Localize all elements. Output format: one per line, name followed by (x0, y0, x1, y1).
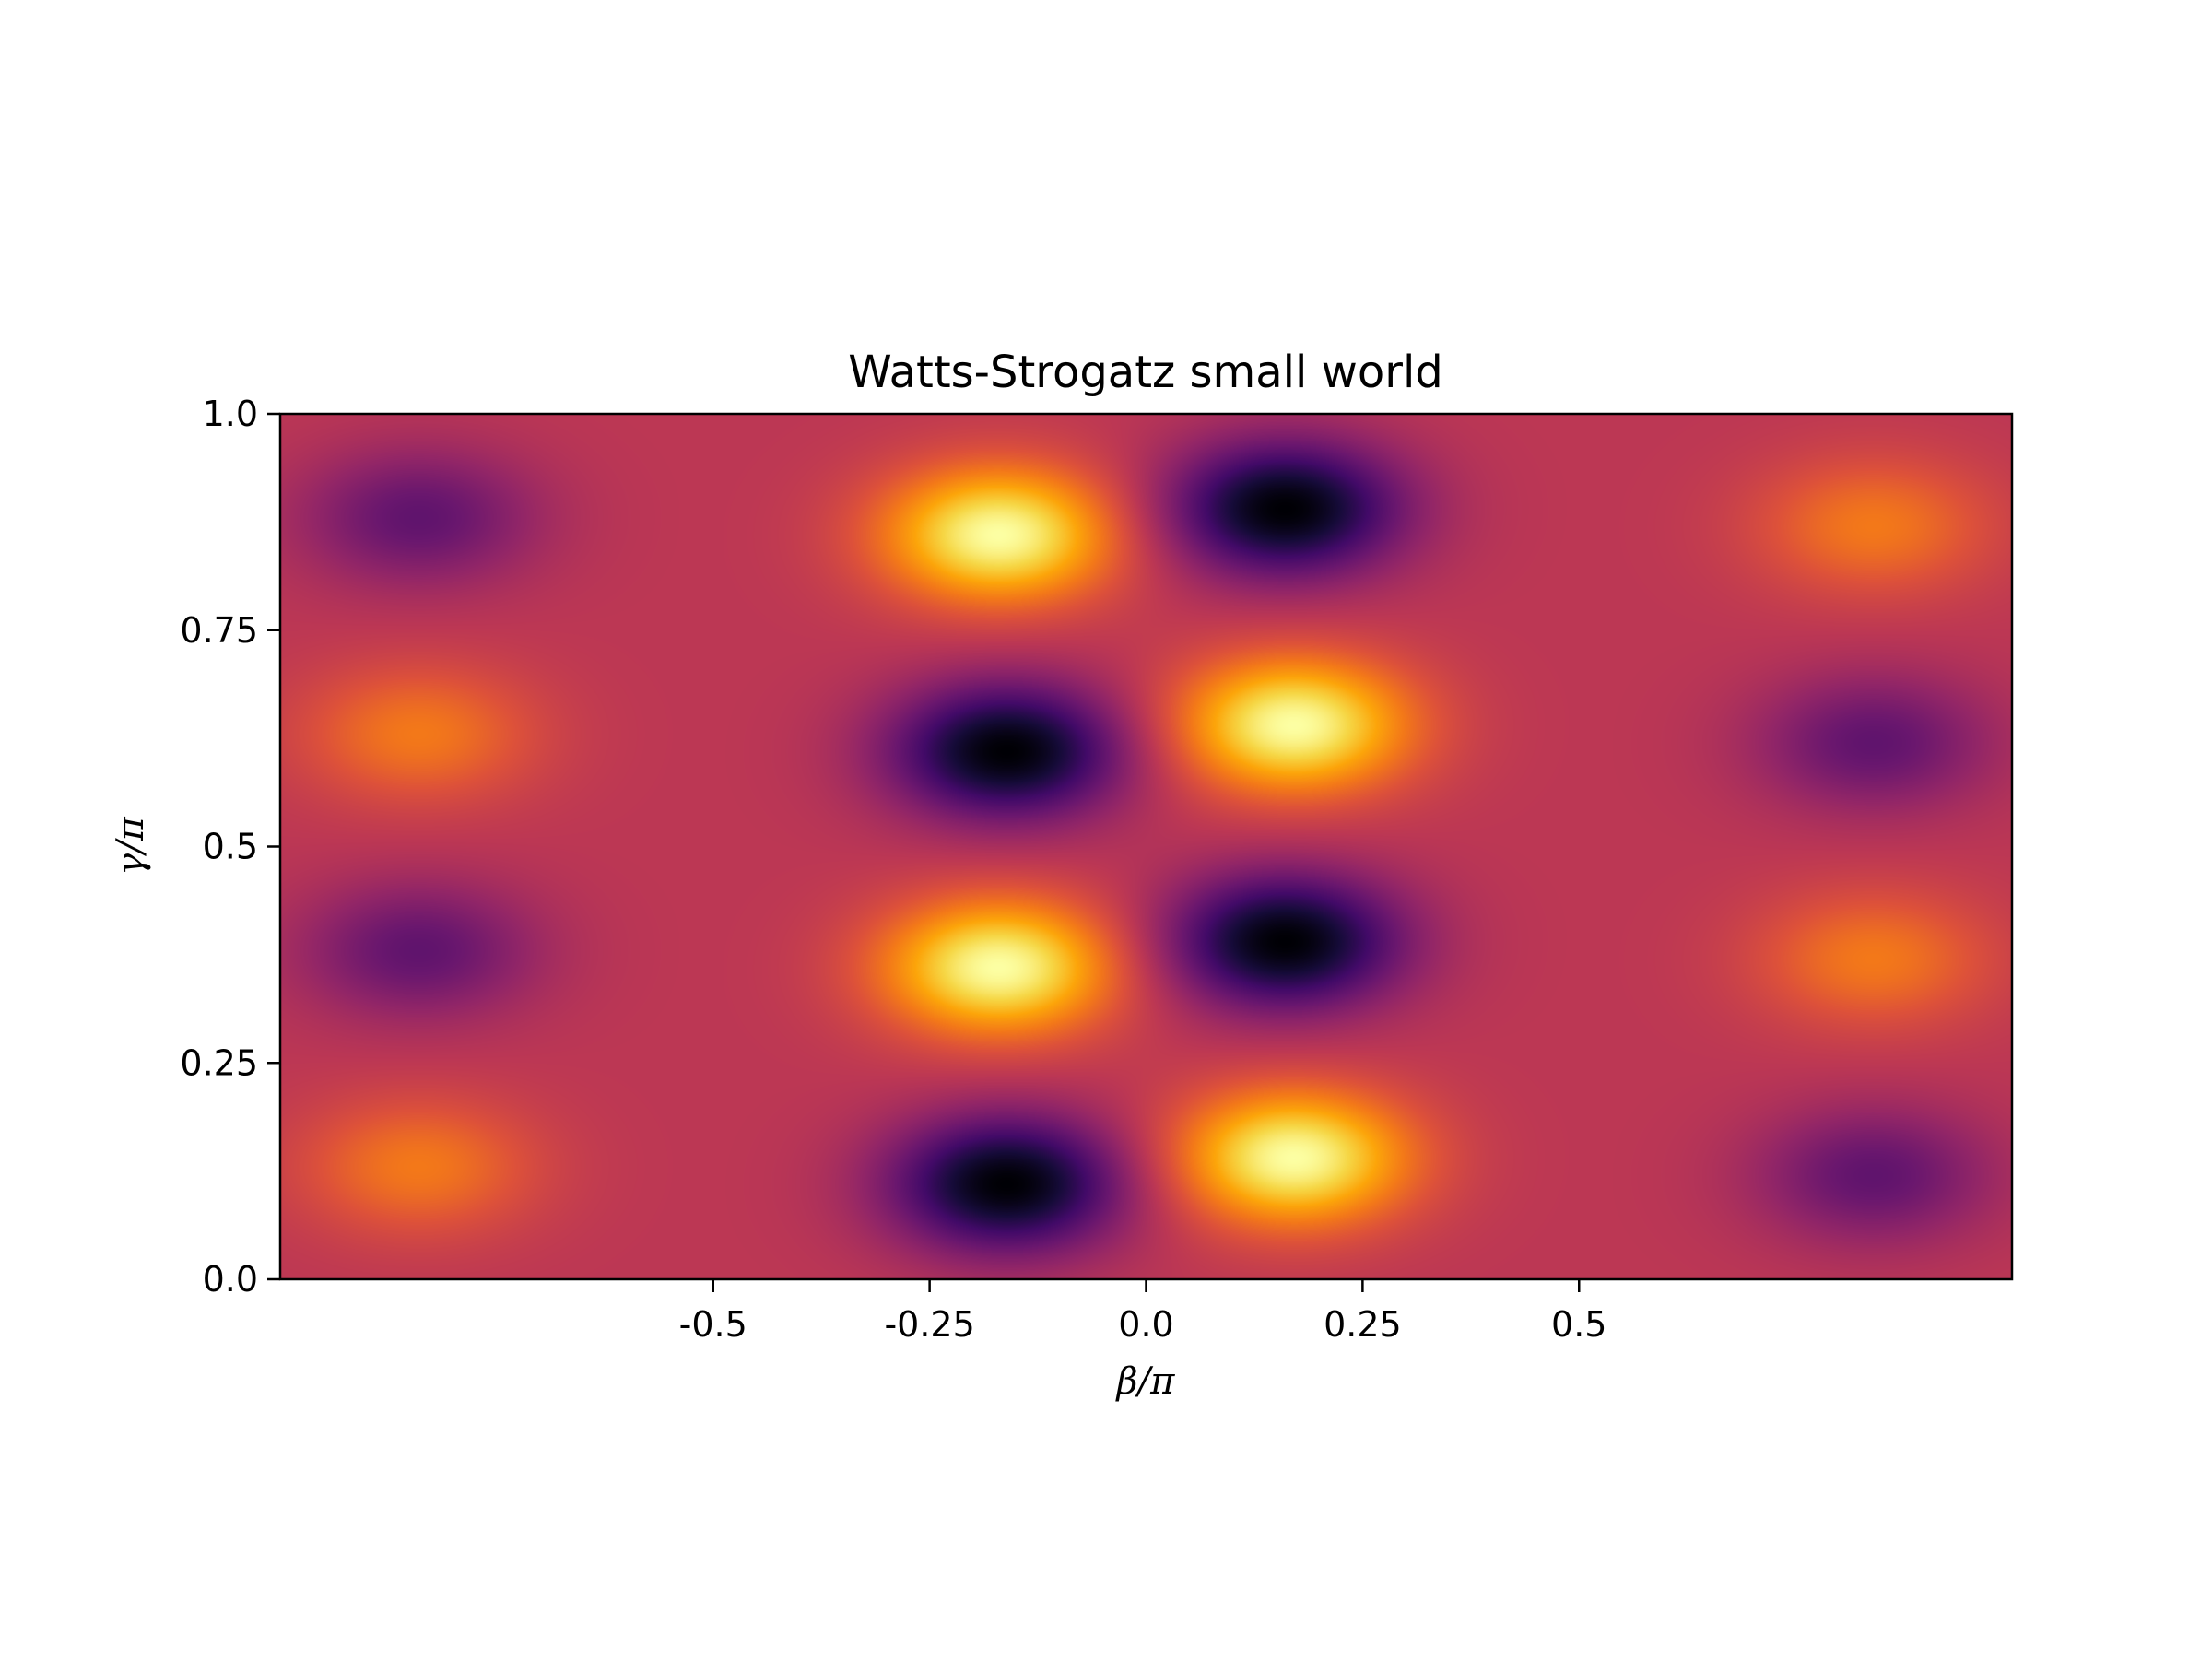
y-tick-label: 1.0 (203, 394, 258, 434)
plot-area (278, 412, 2014, 1281)
x-tick-label: 0.25 (1324, 1304, 1402, 1345)
x-tick-label: 0.5 (1551, 1304, 1606, 1345)
y-tick-label: 0.25 (180, 1042, 258, 1083)
x-tick-label: -0.25 (884, 1304, 974, 1345)
y-axis-label: γ/π (110, 816, 152, 875)
chart-title: Watts-Strogatz small world (848, 347, 1443, 398)
heatmap-layer (280, 414, 2012, 1279)
x-tick-label: -0.5 (679, 1304, 747, 1345)
y-tick-label: 0.75 (180, 610, 258, 651)
y-axis-ticks: 0.0 0.25 0.5 0.75 1.0 (180, 394, 280, 1300)
x-axis-ticks: -0.5 -0.25 0.0 0.25 0.5 (679, 1279, 1606, 1345)
x-axis-label: β/π (1115, 1360, 1176, 1403)
heatmap-image (280, 414, 2012, 1279)
x-tick-label: 0.0 (1118, 1304, 1173, 1345)
y-tick-label: 0.5 (203, 827, 258, 867)
y-tick-label: 0.0 (203, 1259, 258, 1300)
